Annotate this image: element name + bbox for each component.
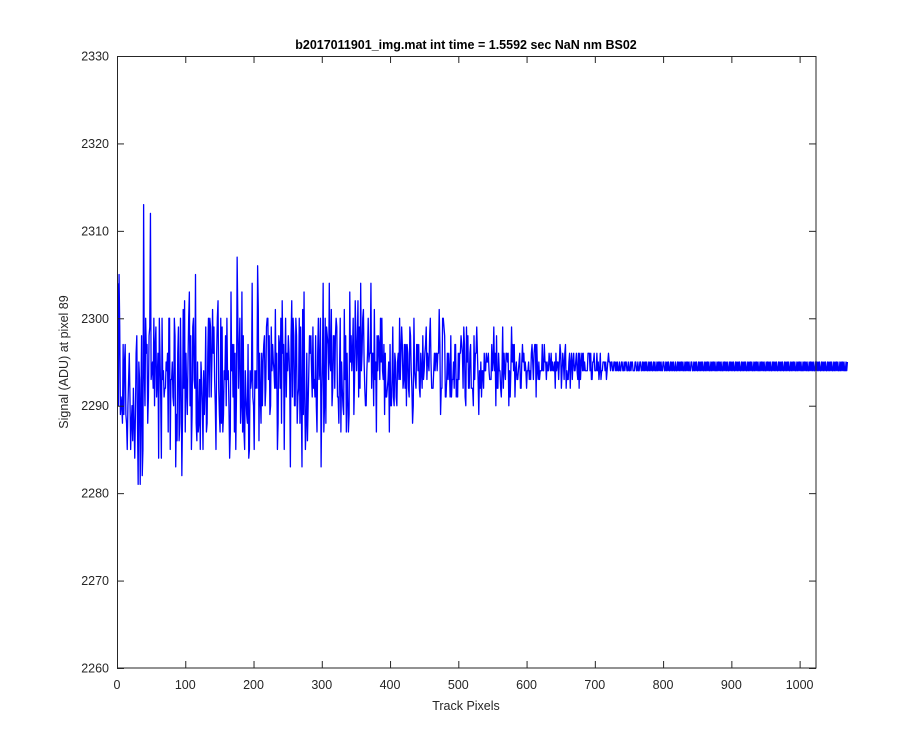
x-tick-label: 900 [721,678,742,692]
y-tick-label: 2300 [81,312,109,326]
y-axis: 2260 2270 2280 2290 2300 2310 2320 2330 [81,50,816,676]
axes-box [117,56,817,669]
x-tick-label: 700 [584,678,605,692]
signal-series-line [117,203,849,486]
y-axis-label: Signal (ADU) at pixel 89 [57,295,71,428]
y-tick-label: 2310 [81,224,109,238]
y-tick-label: 2290 [81,399,109,413]
x-tick-label: 800 [653,678,674,692]
y-tick-label: 2270 [81,574,109,588]
series-layer [117,203,849,486]
x-tick-label: 600 [516,678,537,692]
x-axis-label: Track Pixels [432,699,500,713]
x-tick-label: 100 [175,678,196,692]
y-tick-label: 2330 [81,50,109,64]
x-tick-label: 500 [448,678,469,692]
x-axis: 0 100 200 300 400 500 600 700 800 900 1000 [114,56,814,692]
x-tick-label: 200 [243,678,264,692]
x-tick-label: 400 [380,678,401,692]
x-tick-label: 0 [114,678,121,692]
y-tick-label: 2260 [81,662,109,676]
y-tick-label: 2320 [81,137,109,151]
x-tick-label: 1000 [786,678,814,692]
x-tick-label: 300 [311,678,332,692]
chart-title: b2017011901_img.mat int time = 1.5592 se… [295,38,637,52]
y-tick-label: 2280 [81,487,109,501]
